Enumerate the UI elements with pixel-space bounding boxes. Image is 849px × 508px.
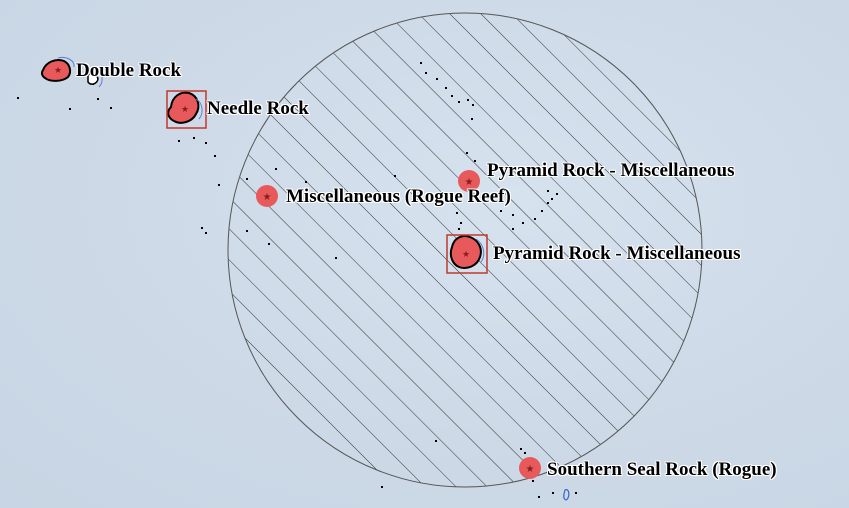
rock-dot bbox=[541, 210, 543, 212]
rock-dot bbox=[467, 99, 469, 101]
rock-dot bbox=[466, 152, 468, 154]
scattered-rocks bbox=[17, 62, 577, 498]
rock-dot bbox=[193, 137, 195, 139]
marker-needle-rock: ★ bbox=[181, 105, 189, 115]
rock-dot bbox=[538, 496, 540, 498]
marker-southern-seal-rock[interactable]: ★ bbox=[519, 457, 541, 479]
rock-dot bbox=[460, 222, 462, 224]
rock-dot bbox=[420, 62, 422, 64]
pyramid-rock-shape[interactable] bbox=[446, 234, 488, 274]
rock-dot bbox=[246, 178, 248, 180]
rock-dot bbox=[556, 193, 558, 195]
marker-pyramid-rock-1[interactable]: ★ bbox=[458, 170, 480, 192]
rock-dot bbox=[474, 160, 476, 162]
rock-dot bbox=[394, 175, 396, 177]
rock-dot bbox=[436, 78, 438, 80]
label-double-rock[interactable]: Double Rock bbox=[76, 60, 182, 81]
rock-dot bbox=[275, 168, 277, 170]
label-southern-seal-rock[interactable]: Southern Seal Rock (Rogue) bbox=[547, 459, 777, 480]
rock-dot bbox=[205, 232, 207, 234]
rock-dot bbox=[246, 230, 248, 232]
rock-dot bbox=[201, 227, 203, 229]
southern-seal-outline bbox=[563, 488, 570, 501]
rock-dot bbox=[520, 448, 522, 450]
rock-dot bbox=[524, 452, 526, 454]
rock-dot bbox=[575, 492, 577, 494]
marker-pyramid-rock-2: ★ bbox=[462, 250, 470, 260]
rock-dot bbox=[532, 480, 534, 482]
rock-dot bbox=[458, 101, 460, 103]
rock-dot bbox=[547, 190, 549, 192]
rock-dot bbox=[69, 108, 71, 110]
rock-dot bbox=[551, 198, 553, 200]
star-icon: ★ bbox=[462, 250, 470, 260]
star-icon: ★ bbox=[54, 66, 62, 76]
rock-dot bbox=[110, 107, 112, 109]
rock-dot bbox=[512, 228, 514, 230]
rock-dot bbox=[17, 97, 19, 99]
rock-dot bbox=[214, 155, 216, 157]
rock-dot bbox=[178, 140, 180, 142]
marker-double-rock: ★ bbox=[54, 66, 62, 76]
label-needle-rock[interactable]: Needle Rock bbox=[207, 98, 309, 119]
star-icon: ★ bbox=[181, 105, 189, 115]
rock-dot bbox=[435, 440, 437, 442]
marker-misc-rogue-reef[interactable]: ★ bbox=[256, 185, 278, 207]
rock-dot bbox=[97, 98, 99, 100]
rock-dot bbox=[458, 228, 460, 230]
needle-rock-shape[interactable] bbox=[166, 90, 207, 129]
selection-box bbox=[446, 234, 488, 274]
rock-dot bbox=[512, 214, 514, 216]
label-pyramid-rock-misc-1[interactable]: Pyramid Rock - Miscellaneous bbox=[487, 160, 735, 181]
rock-dot bbox=[456, 212, 458, 214]
star-icon: ★ bbox=[465, 177, 474, 188]
rock-dot bbox=[500, 210, 502, 212]
rock-dot bbox=[522, 222, 524, 224]
rock-dot bbox=[445, 87, 447, 89]
rock-dot bbox=[268, 243, 270, 245]
rock-dot bbox=[305, 181, 307, 183]
rock-dot bbox=[218, 184, 220, 186]
rock-dot bbox=[472, 104, 474, 106]
selection-box bbox=[166, 90, 207, 129]
rock-dot bbox=[534, 218, 536, 220]
rock-dot bbox=[547, 202, 549, 204]
rock-dot bbox=[205, 142, 207, 144]
rock-dot bbox=[381, 486, 383, 488]
rock-dot bbox=[335, 257, 337, 259]
rock-dot bbox=[451, 95, 453, 97]
double-rock-shape[interactable] bbox=[40, 57, 103, 88]
rock-dot bbox=[471, 118, 473, 120]
star-icon: ★ bbox=[263, 192, 272, 203]
rock-dot bbox=[425, 72, 427, 74]
label-misc-rogue-reef[interactable]: Miscellaneous (Rogue Reef) bbox=[286, 186, 511, 207]
label-pyramid-rock-misc-2[interactable]: Pyramid Rock - Miscellaneous bbox=[493, 243, 741, 264]
rock-dot bbox=[552, 492, 554, 494]
star-icon: ★ bbox=[526, 464, 535, 475]
